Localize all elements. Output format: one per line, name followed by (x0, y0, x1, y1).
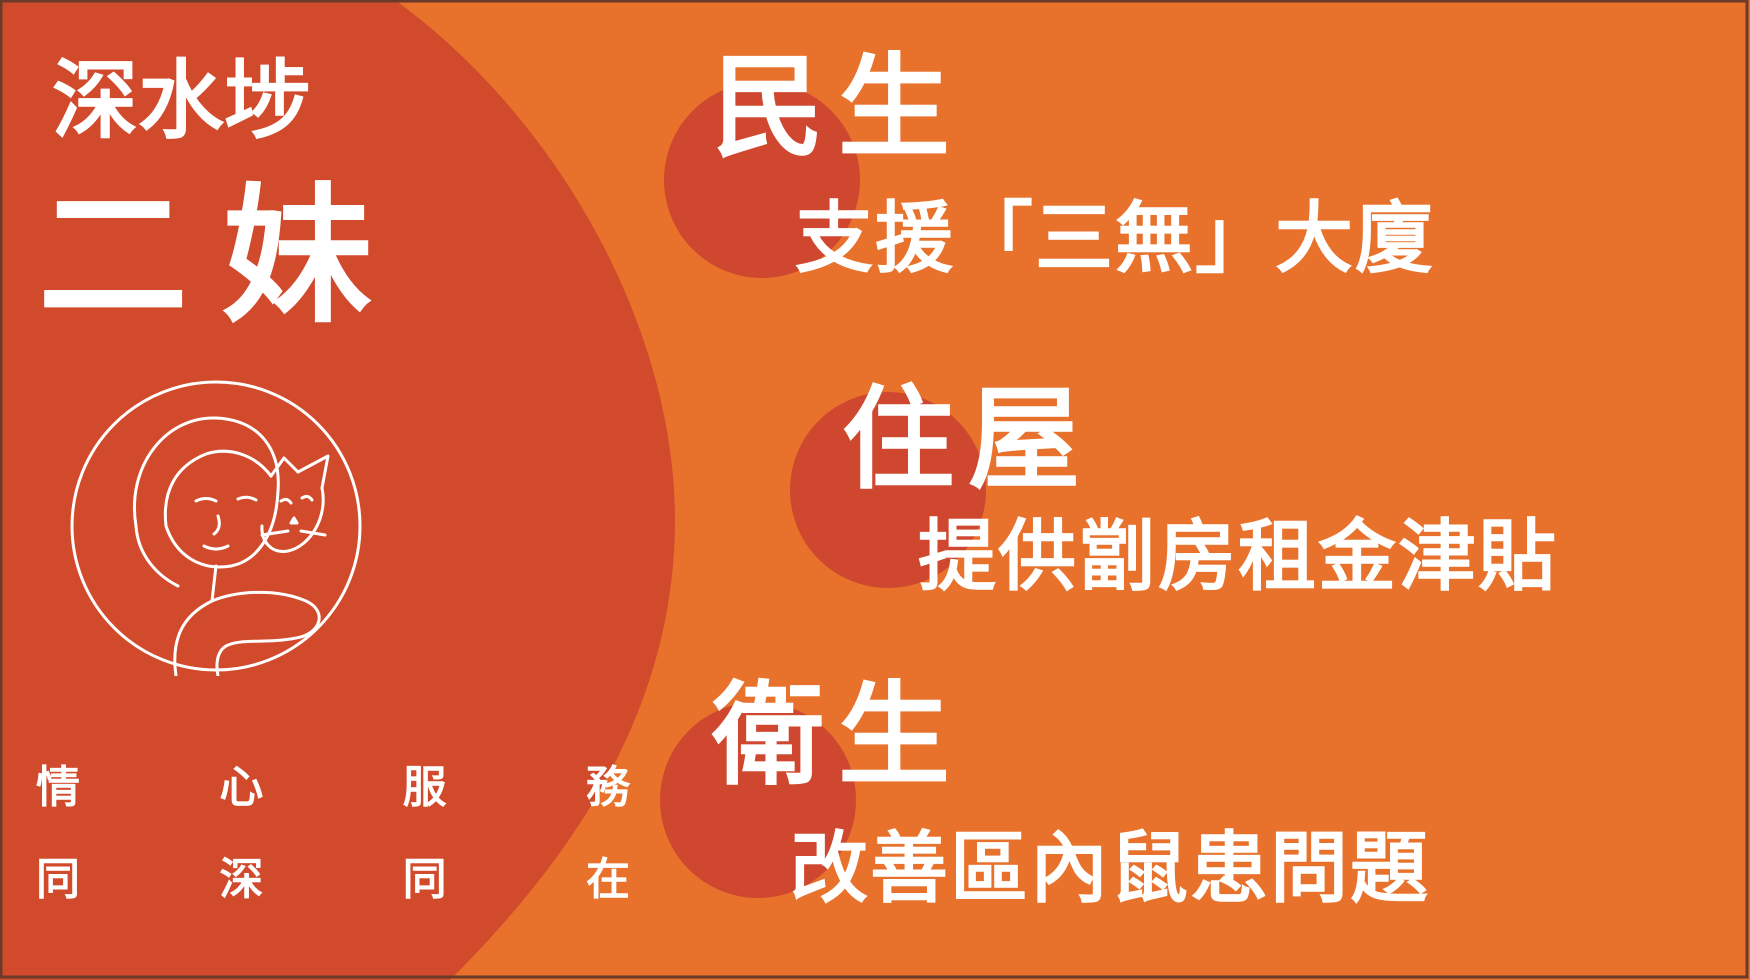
slogan-line-1: 情 心 服 務 (36, 762, 692, 813)
platform-heading-hygiene: 衛生 (712, 671, 964, 801)
candidate-nickname: 二妹 (38, 170, 407, 344)
left-red-panel (0, 0, 675, 980)
platform-heading-livelihood: 民生 (712, 43, 964, 173)
platform-point-housing: 提供劏房租金津貼 (918, 512, 1559, 602)
accent-circle-3 (660, 702, 856, 898)
platform-heading-housing: 住屋 (842, 375, 1094, 505)
candidate-district: 深水埗 (52, 51, 310, 151)
slogan-line-2: 同 深 同 在 (36, 854, 692, 905)
platform-point-hygiene: 改善區內鼠患問題 (790, 824, 1431, 914)
accent-circle-1 (664, 82, 860, 278)
platform-point-livelihood: 支援「三無」大廈 (795, 194, 1436, 284)
accent-circle-2 (790, 392, 986, 588)
portrait-icon (70, 380, 362, 676)
